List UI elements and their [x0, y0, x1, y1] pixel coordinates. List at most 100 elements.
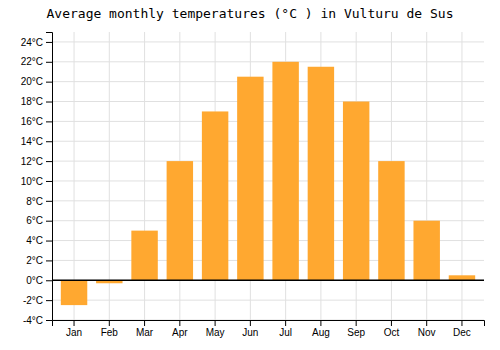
baseline [52, 280, 484, 282]
x-axis: Jan Feb Mar Apr May Jun Jul Aug Sep Oct Nov Dec [53, 320, 485, 338]
tick: Dec [453, 320, 471, 338]
tick-label: 14°C [21, 136, 43, 147]
tick-label: 10°C [21, 176, 43, 187]
grid-line [52, 200, 484, 201]
axis-line [46, 33, 53, 321]
tick-mark [46, 141, 52, 142]
grid-line [52, 300, 484, 301]
grid-line [52, 41, 484, 42]
tick-label: Feb [101, 327, 119, 338]
tick: 6°C [26, 215, 52, 226]
tick-label: 0°C [26, 275, 43, 286]
tick-label: Jul [279, 327, 292, 338]
tick: Mar [136, 320, 154, 338]
tick: -4°C [23, 315, 52, 326]
tick-mark [74, 320, 75, 326]
tick-label: 20°C [21, 76, 43, 87]
tick-label: Mar [136, 327, 154, 338]
tick-mark [144, 320, 145, 326]
tick-label: Jun [242, 327, 258, 338]
tick-mark [215, 320, 216, 326]
bar [413, 221, 439, 281]
tick-label: 18°C [21, 96, 43, 107]
tick-mark [46, 102, 52, 103]
grid-line [52, 141, 484, 142]
y-axis: -4°C -2°C 0°C 2°C 4°C 6°C 8°C 10°C 12°C 14°C 16°C 1… [21, 33, 53, 326]
tick: 24°C [21, 37, 52, 48]
tick-mark [46, 181, 52, 182]
bar [308, 67, 334, 281]
tick-label: Dec [453, 327, 471, 338]
tick-mark [285, 320, 286, 326]
tick-label: 16°C [21, 116, 43, 127]
tick-label: Sep [347, 327, 365, 338]
grid-line [52, 280, 484, 281]
bar [131, 231, 157, 281]
tick-mark [109, 320, 110, 326]
tick: 0°C [26, 275, 52, 286]
tick-label: 6°C [26, 215, 43, 226]
tick-mark [46, 62, 52, 63]
tick: 18°C [21, 96, 52, 107]
tick-mark [461, 320, 462, 326]
tick-mark [320, 320, 321, 326]
tick-mark [179, 320, 180, 326]
tick-label: Apr [172, 327, 188, 338]
title: Average monthly temperatures (°C ) in Vu… [47, 6, 454, 21]
tick-mark [391, 320, 392, 326]
grid [52, 32, 484, 320]
tick: Aug [312, 320, 330, 338]
grid-line [109, 32, 110, 320]
bar [237, 77, 263, 281]
bar [343, 102, 369, 281]
tick: 8°C [26, 196, 52, 207]
tick-mark [46, 161, 52, 162]
tick-mark [46, 201, 52, 202]
tick: 2°C [26, 255, 52, 266]
bars [52, 62, 484, 305]
grid-line [52, 61, 484, 62]
tick: Sep [347, 320, 365, 338]
tick-mark [426, 320, 427, 326]
tick-label: -4°C [23, 315, 43, 326]
tick-label: 4°C [26, 235, 43, 246]
tick: 22°C [21, 56, 52, 67]
tick: 10°C [21, 176, 52, 187]
grid-line [74, 32, 75, 320]
grid-line [52, 161, 484, 162]
tick-label: Jan [66, 327, 82, 338]
tick-mark [46, 260, 52, 261]
grid-line [52, 101, 484, 102]
tick-mark [356, 320, 357, 326]
tick: Jun [242, 320, 258, 338]
tick: Jan [66, 320, 82, 338]
grid-line [52, 121, 484, 122]
tick: May [206, 320, 225, 338]
tick: 14°C [21, 136, 52, 147]
plot: -4°C -2°C 0°C 2°C 4°C 6°C 8°C 10°C 12°C 14°C 16°C 1… [21, 32, 485, 338]
tick-label: 22°C [21, 56, 43, 67]
bar [272, 62, 298, 280]
tick: 12°C [21, 156, 52, 167]
grid-line [52, 81, 484, 82]
tick-label: -2°C [23, 295, 43, 306]
tick: Oct [384, 320, 400, 338]
tick-label: Aug [312, 327, 330, 338]
tick: 16°C [21, 116, 52, 127]
tick-mark [46, 121, 52, 122]
chart: Average monthly temperatures (°C ) in Vu… [0, 0, 500, 350]
tick: Apr [172, 320, 188, 338]
tick-label: 24°C [21, 37, 43, 48]
tick-mark [46, 241, 52, 242]
tick: Feb [101, 320, 119, 338]
tick-mark [46, 280, 52, 281]
tick: 4°C [26, 235, 52, 246]
tick: Jul [279, 320, 292, 338]
tick-label: Oct [384, 327, 400, 338]
tick-label: Nov [418, 327, 436, 338]
bar [167, 161, 193, 280]
tick-mark [46, 82, 52, 83]
tick-mark [46, 221, 52, 222]
tick-label: May [206, 327, 225, 338]
bar [378, 161, 404, 280]
